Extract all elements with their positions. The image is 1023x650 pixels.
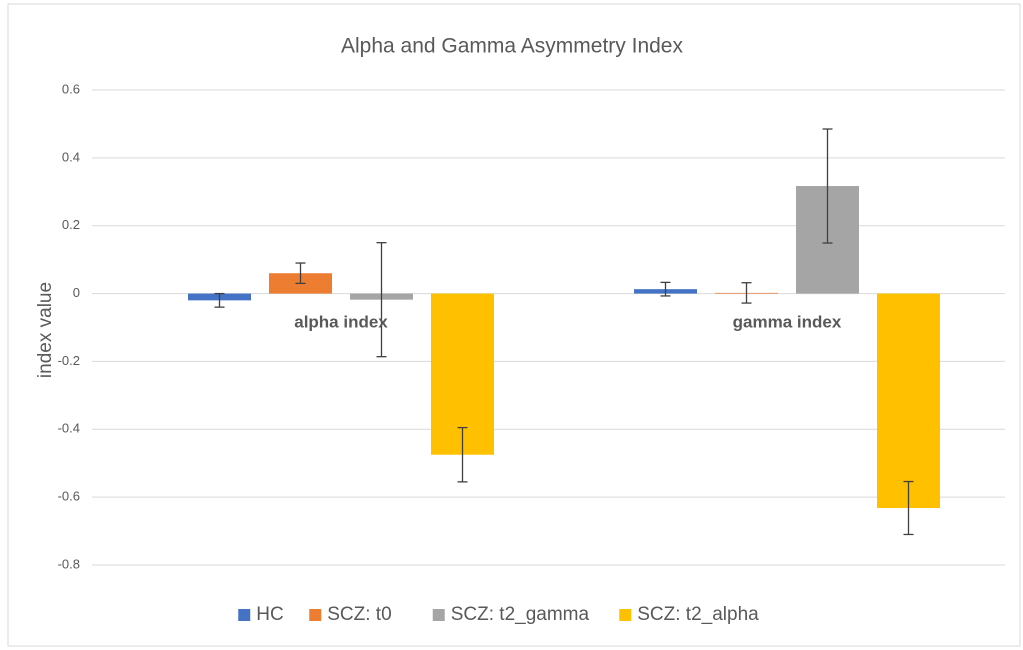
x-tick-label: gamma index xyxy=(733,312,842,331)
chart-border xyxy=(7,3,1021,647)
legend-label: HC xyxy=(256,604,283,625)
y-tick-label: 0.4 xyxy=(62,149,80,164)
y-tick-label: 0.6 xyxy=(62,81,80,96)
y-tick-label: -0.8 xyxy=(58,556,80,571)
legend-label: SCZ: t2_gamma xyxy=(451,604,590,625)
y-axis-label: index value xyxy=(35,282,56,378)
y-tick-label: 0.2 xyxy=(62,217,80,232)
legend-swatch xyxy=(432,609,445,621)
y-tick-label: -0.6 xyxy=(58,489,80,504)
legend-label: SCZ: t2_alpha xyxy=(637,604,759,625)
y-tick-label: -0.4 xyxy=(58,421,80,436)
legend-swatch xyxy=(309,609,322,621)
chart-title: Alpha and Gamma Asymmetry Index xyxy=(341,35,683,58)
bar xyxy=(877,293,940,508)
legend-swatch xyxy=(238,609,251,621)
x-tick-label: alpha index xyxy=(294,312,388,331)
legend-swatch xyxy=(619,609,632,621)
legend-label: SCZ: t0 xyxy=(327,604,391,625)
y-tick-label: -0.2 xyxy=(58,353,80,368)
y-tick-label: 0 xyxy=(73,285,80,300)
